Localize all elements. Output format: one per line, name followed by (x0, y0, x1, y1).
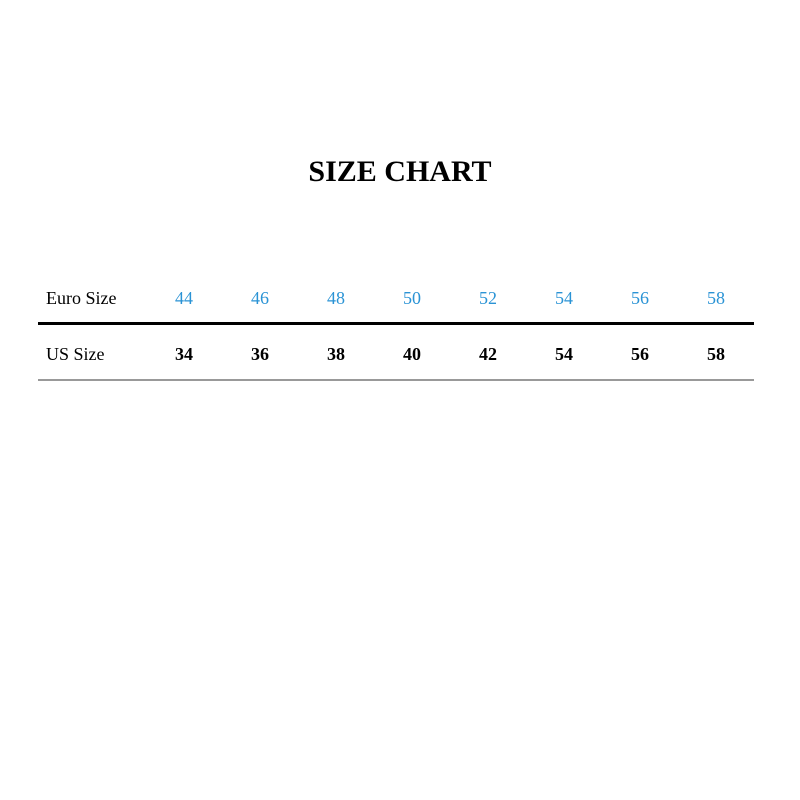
euro-size-label: Euro Size (46, 288, 117, 308)
euro-size-cell: 46 (251, 288, 269, 308)
euro-size-cell: 48 (327, 288, 345, 308)
us-size-cell: 58 (707, 344, 725, 364)
euro-size-cell: 44 (175, 288, 193, 308)
us-size-cell: 34 (175, 344, 193, 364)
us-size-cell: 54 (555, 344, 573, 364)
page-title: SIZE CHART (308, 155, 492, 188)
euro-size-cell: 56 (631, 288, 649, 308)
us-size-cell: 38 (327, 344, 345, 364)
us-size-cell: 36 (251, 344, 269, 364)
euro-size-cell: 50 (403, 288, 421, 308)
us-size-cell: 56 (631, 344, 649, 364)
euro-size-cell: 52 (479, 288, 497, 308)
euro-size-cell: 54 (555, 288, 573, 308)
us-size-row: US Size 34 36 38 40 42 54 56 58 (38, 334, 754, 374)
us-size-label: US Size (46, 344, 105, 364)
us-size-cell: 42 (479, 344, 497, 364)
euro-size-cell: 58 (707, 288, 725, 308)
bottom-divider (38, 379, 754, 381)
euro-size-row: Euro Size 44 46 48 50 52 54 56 58 (38, 278, 754, 318)
header-divider (38, 322, 754, 325)
us-size-cell: 40 (403, 344, 421, 364)
